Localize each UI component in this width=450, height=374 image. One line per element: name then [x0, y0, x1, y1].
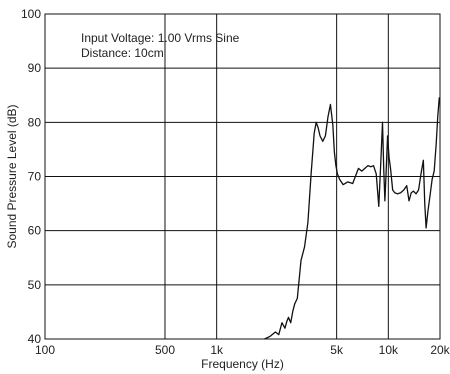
y-tick-label: 70 [28, 170, 42, 184]
series-line [264, 97, 440, 340]
series-layer [264, 97, 440, 340]
y-tick-label: 90 [28, 61, 42, 75]
x-tick-label: 500 [155, 343, 175, 357]
plot-frame [44, 13, 441, 340]
annotation-line: Input Voltage: 1.00 Vrms Sine [81, 31, 240, 45]
y-tick-label: 40 [28, 332, 42, 346]
x-axis-title: Frequency (Hz) [201, 357, 284, 371]
y-axis-title: Sound Pressure Level (dB) [5, 104, 19, 248]
x-tick-label: 100 [35, 343, 55, 357]
y-axis-tick-labels: 40 50 60 70 80 90 100 [21, 7, 41, 346]
y-tick-label: 60 [28, 224, 42, 238]
x-tick-label: 1k [210, 343, 224, 357]
x-axis-tick-labels: 100 500 1k 5k 10k 20k [35, 343, 450, 357]
x-tick-label: 5k [330, 343, 344, 357]
y-tick-label: 100 [21, 7, 41, 21]
x-tick-label: 10k [379, 343, 399, 357]
y-tick-label: 50 [28, 278, 42, 292]
y-tick-label: 80 [28, 115, 42, 129]
x-tick-label: 20k [430, 343, 450, 357]
annotation-line: Distance: 10cm [81, 46, 164, 60]
